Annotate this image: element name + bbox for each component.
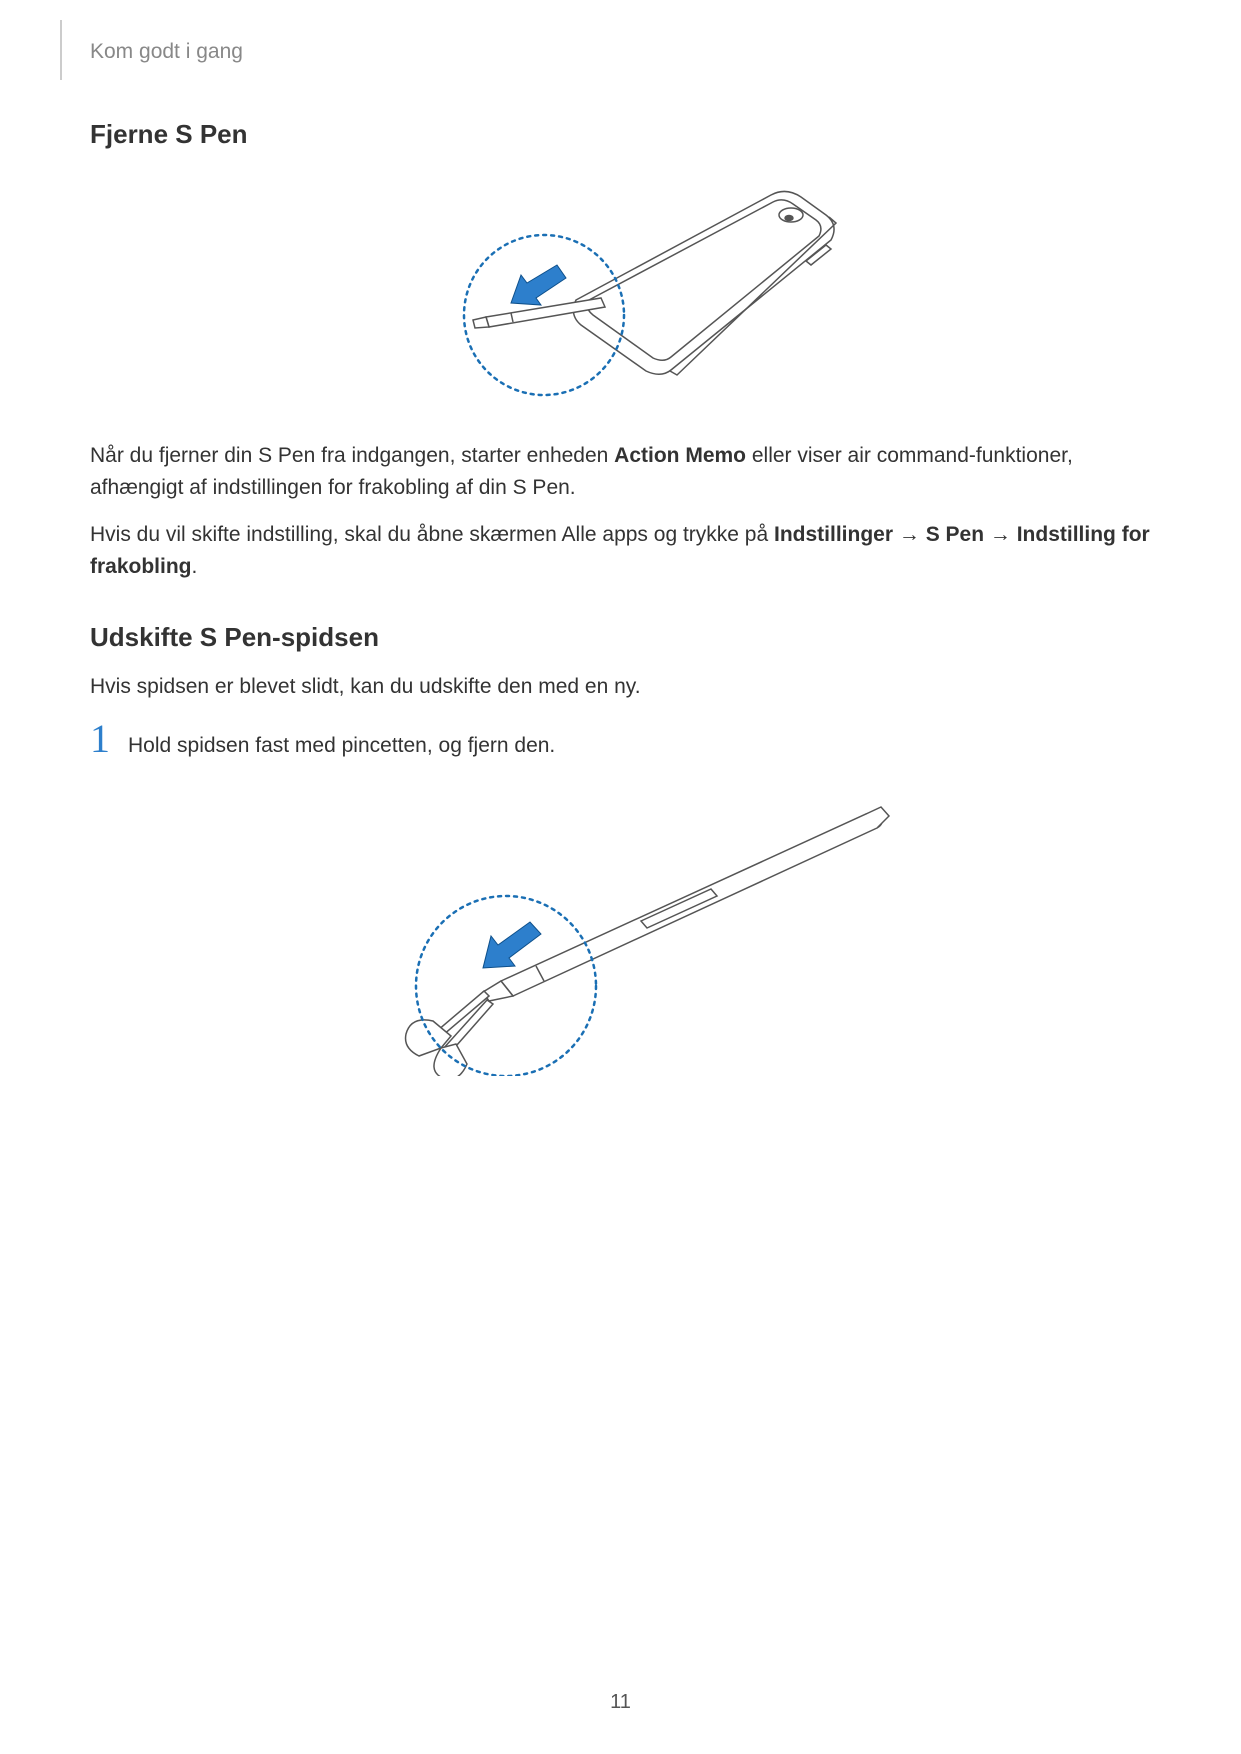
para-remove-description: Når du fjerner din S Pen fra indgangen, …	[90, 440, 1151, 503]
step-text: Hold spidsen fast med pincetten, og fjer…	[128, 720, 555, 762]
breadcrumb: Kom godt i gang	[90, 40, 1151, 64]
heading-fjerne-s-pen: Fjerne S Pen	[90, 119, 1151, 150]
text-bold-s-pen: S Pen	[926, 523, 984, 546]
arrow-icon: →	[893, 523, 926, 546]
arrow-icon: →	[984, 523, 1017, 546]
figure-replace-nib	[90, 786, 1151, 1081]
illustration-tweezer-nib	[341, 786, 901, 1076]
text-bold-indstillinger: Indstillinger	[774, 523, 893, 546]
para-replace-intro: Hvis spidsen er blevet slidt, kan du uds…	[90, 671, 1151, 703]
text-fragment: .	[192, 555, 198, 578]
para-settings-path: Hvis du vil skifte indstilling, skal du …	[90, 519, 1151, 582]
header-vertical-rule	[60, 20, 62, 80]
step-1: 1 Hold spidsen fast med pincetten, og fj…	[90, 719, 1151, 762]
text-bold-action-memo: Action Memo	[614, 444, 746, 467]
page-number: 11	[0, 1691, 1241, 1714]
figure-remove-s-pen	[90, 175, 1151, 405]
text-fragment: Hvis du vil skifte indstilling, skal du …	[90, 523, 774, 546]
text-fragment: Når du fjerner din S Pen fra indgangen, …	[90, 444, 614, 467]
heading-udskifte-spidsen: Udskifte S Pen-spidsen	[90, 622, 1151, 653]
step-number: 1	[90, 719, 110, 759]
page-content: Kom godt i gang Fjerne S Pen	[0, 0, 1241, 1081]
illustration-phone-s-pen	[371, 175, 871, 400]
